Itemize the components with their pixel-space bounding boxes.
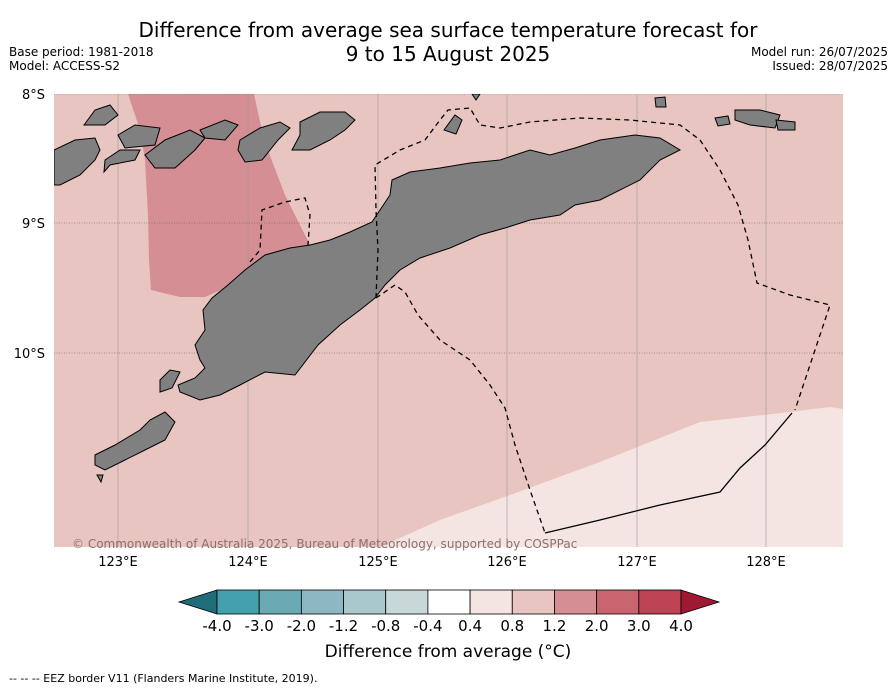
colorbar-swatch: [216, 589, 260, 615]
islet-f: [714, 115, 731, 127]
meta-left: Base period: 1981-2018 Model: ACCESS-S2: [9, 45, 154, 73]
colorbar-tick-label: -2.0: [287, 617, 316, 635]
colorbar-label: Difference from average (°C): [324, 642, 572, 662]
lon-label-126e: 126°E: [487, 555, 527, 570]
colorbar-tick-label: 4.0: [669, 617, 693, 635]
colorbar-tick-label: -3.0: [245, 617, 274, 635]
colorbar-tick-label: 3.0: [627, 617, 651, 635]
colorbar-arrow-low: [177, 589, 218, 615]
islet-a: [83, 104, 119, 126]
alor-island: [237, 121, 291, 163]
lon-label-124e: 124°E: [228, 555, 268, 570]
lon-label-123e: 123°E: [98, 555, 138, 570]
islet-b: [443, 114, 463, 135]
flores-east: [54, 137, 101, 186]
model-name: Model: ACCESS-S2: [9, 59, 121, 73]
lon-label-127e: 127°E: [617, 555, 657, 570]
colorbar-tick-label: -4.0: [202, 617, 231, 635]
colorbar-tick-label: -0.4: [413, 617, 442, 635]
ndao-island: [96, 474, 104, 484]
colorbar-arrow-high: [680, 589, 721, 615]
rote-island: [94, 411, 176, 471]
timor-island: [177, 134, 682, 401]
copyright-notice: © Commonwealth of Australia 2025, Bureau…: [72, 537, 578, 551]
islet-g: [471, 94, 481, 101]
eez-solid-border: [544, 412, 793, 534]
colorbar-tick-label: 2.0: [585, 617, 609, 635]
adonara-island: [117, 124, 161, 149]
lon-label-128e: 128°E: [746, 555, 786, 570]
colorbar-swatch: [638, 589, 682, 615]
colorbar-swatch: [300, 589, 344, 615]
eez-footnote: -- -- -- EEZ border V11 (Flanders Marine…: [9, 672, 318, 685]
wetar-island: [291, 111, 356, 151]
colorbar-swatch: [258, 589, 302, 615]
lat-label-8s: 8°S: [22, 88, 45, 103]
model-run: Model run: 26/07/2025: [750, 45, 888, 59]
eez-borders: [249, 107, 831, 534]
colorbar: -4.0 -3.0 -2.0 -1.2 -0.8 -0.4 0.4 0.8 1.2 2.0 3.0 4…: [177, 589, 721, 635]
meta-right: Model run: 26/07/2025 Issued: 28/07/2025: [751, 45, 888, 73]
colorbar-tick-label: -0.8: [371, 617, 400, 635]
lat-label-10s: 10°S: [14, 347, 45, 362]
colorbar-swatch: [554, 589, 598, 615]
anomaly-region-cool: [380, 407, 843, 547]
lat-label-9s: 9°S: [22, 217, 45, 232]
islet-d: [734, 109, 781, 129]
lon-label-125e: 125°E: [358, 555, 398, 570]
grid-lines: [54, 94, 843, 547]
semau-island: [159, 369, 181, 393]
solor-island: [103, 149, 141, 174]
colorbar-tick-label: 1.2: [543, 617, 567, 635]
colorbar-swatch: [511, 589, 555, 615]
colorbar-swatch: [469, 589, 513, 615]
issued-date: Issued: 28/07/2025: [772, 59, 888, 73]
colorbar-swatch: [596, 589, 640, 615]
islet-c: [654, 96, 667, 108]
colorbar-tick-label: 0.4: [458, 617, 482, 635]
islet-e: [775, 119, 796, 131]
colorbar-tick-label: 0.8: [500, 617, 524, 635]
title-line-1: Difference from average sea surface temp…: [138, 18, 758, 42]
base-period: Base period: 1981-2018: [9, 45, 154, 59]
colorbar-swatch: [343, 589, 387, 615]
lembata-island: [144, 129, 206, 169]
pantar-island: [199, 119, 239, 141]
colorbar-swatch: [427, 589, 471, 615]
title-line-2: 9 to 15 August 2025: [345, 42, 551, 66]
landmass: [54, 94, 796, 484]
chart-title: Difference from average sea surface temp…: [0, 18, 896, 66]
colorbar-swatch: [385, 589, 429, 615]
colorbar-tick-label: -1.2: [329, 617, 358, 635]
